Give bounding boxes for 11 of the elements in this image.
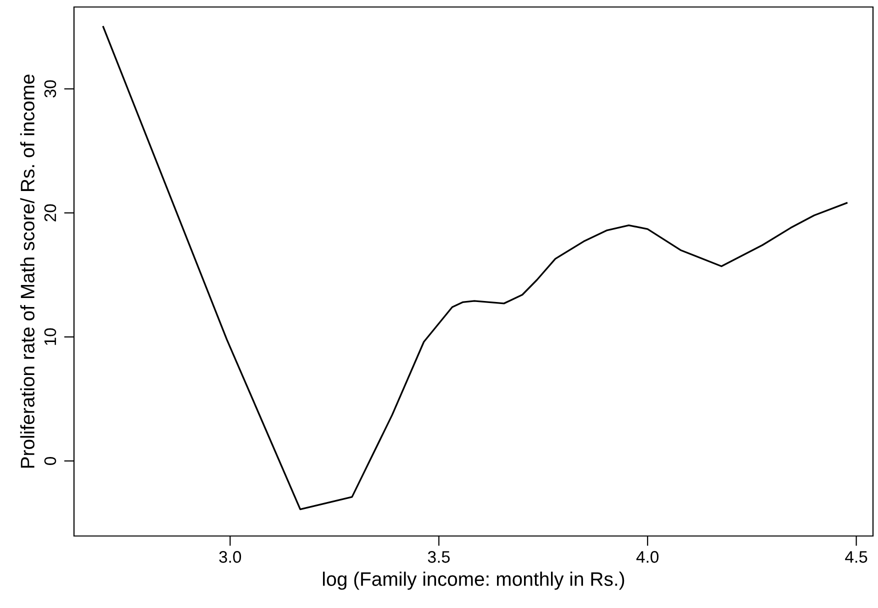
x-tick-label: 3.0 bbox=[219, 551, 242, 563]
x-axis-title: log (Family income: monthly in Rs.) bbox=[323, 572, 624, 590]
x-tick-label: 4.0 bbox=[636, 551, 659, 563]
x-tick-label: 3.5 bbox=[428, 551, 450, 563]
y-axis-title: Proliferation rate of Math score/ Rs. of income bbox=[20, 74, 34, 468]
line-series bbox=[102, 26, 848, 510]
y-tick-label: 30 bbox=[44, 80, 56, 98]
x-tick-label: 4.5 bbox=[845, 551, 868, 563]
y-tick-label: 20 bbox=[44, 204, 56, 222]
y-tick-label: 10 bbox=[44, 328, 56, 345]
y-tick-label: 0 bbox=[44, 456, 56, 465]
